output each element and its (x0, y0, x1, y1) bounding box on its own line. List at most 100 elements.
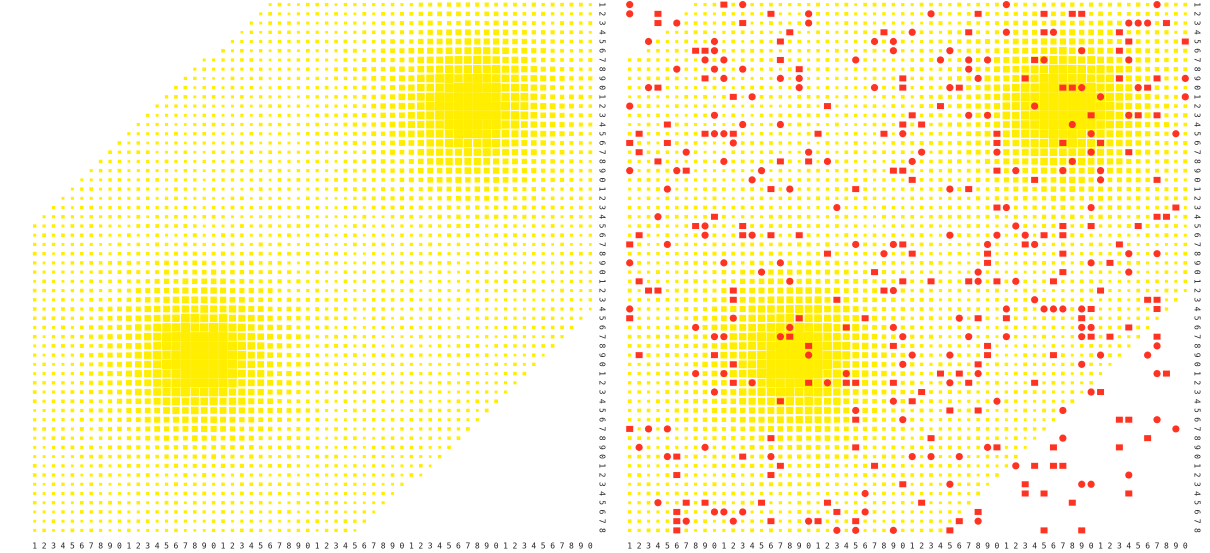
x-label: 7 (183, 542, 188, 551)
cell (174, 491, 178, 496)
cell (117, 242, 122, 247)
cell (315, 307, 320, 311)
cell (287, 251, 291, 256)
cell (464, 157, 472, 165)
cell (445, 157, 453, 166)
cell (325, 252, 329, 256)
cell (665, 492, 669, 495)
cell (550, 12, 555, 16)
cell (684, 252, 688, 256)
cell (825, 454, 830, 459)
cell (209, 378, 219, 388)
cell (712, 95, 716, 99)
cell (192, 445, 197, 450)
cell (117, 417, 122, 422)
cell (750, 122, 754, 127)
cell (362, 353, 366, 357)
cell (684, 417, 689, 422)
cell (722, 141, 726, 145)
cell (353, 67, 357, 72)
cell (929, 427, 933, 431)
cell (684, 49, 688, 53)
cell (872, 196, 877, 201)
cell (853, 297, 859, 303)
cell (778, 178, 783, 182)
cell (560, 48, 564, 53)
cell (437, 288, 442, 293)
cell (861, 370, 869, 377)
cell (155, 501, 159, 505)
cell (760, 215, 764, 219)
cell (221, 187, 225, 191)
cell (646, 408, 651, 413)
cell (371, 297, 376, 302)
cell (656, 344, 660, 348)
cell (550, 261, 555, 265)
cell (721, 315, 727, 322)
cell (231, 104, 234, 108)
cell (675, 298, 679, 302)
cell (665, 334, 670, 339)
cell (491, 65, 501, 74)
cell (52, 325, 56, 329)
cell (881, 408, 887, 413)
cell (559, 122, 565, 128)
cell (862, 417, 868, 423)
cell (656, 482, 660, 486)
cell (287, 67, 291, 71)
cell (324, 178, 329, 182)
cell (938, 436, 943, 440)
cell (684, 288, 689, 293)
cell (315, 205, 319, 210)
cell (305, 242, 310, 247)
cell (371, 417, 376, 422)
cell (520, 121, 528, 128)
cell (70, 187, 74, 191)
cell (249, 85, 253, 90)
cell (532, 251, 536, 256)
cell (891, 21, 896, 25)
cell (541, 353, 545, 357)
cell (588, 168, 593, 173)
cell (693, 510, 698, 514)
cell (444, 73, 454, 83)
cell (484, 242, 489, 247)
cell (749, 296, 756, 303)
cell (881, 297, 887, 302)
cell (116, 315, 122, 321)
cell (99, 519, 103, 523)
cell (353, 298, 357, 302)
cell (740, 159, 745, 164)
cell (466, 214, 470, 219)
cell (61, 473, 65, 477)
cell (33, 233, 37, 237)
cell (98, 501, 103, 505)
cell (240, 528, 244, 533)
cell (675, 427, 679, 431)
cell (560, 242, 564, 247)
cell (371, 454, 376, 459)
y-label: 5 (598, 39, 607, 44)
cell (447, 362, 451, 366)
y-label: 1 (598, 371, 607, 376)
cell (230, 242, 235, 247)
cell (174, 178, 178, 182)
cell (418, 205, 423, 210)
cell (362, 519, 366, 523)
cell (947, 131, 952, 136)
cell (444, 129, 454, 138)
y-label: 6 (598, 233, 607, 238)
cell (759, 233, 764, 237)
cell (135, 398, 142, 405)
cell (712, 187, 717, 192)
cell (842, 351, 851, 360)
cell (684, 21, 688, 25)
cell (665, 58, 669, 62)
cell (788, 178, 792, 182)
cell (381, 270, 385, 274)
cell (427, 29, 433, 35)
cell (199, 368, 209, 379)
cell (938, 408, 942, 412)
cell (287, 113, 291, 117)
cell (117, 464, 122, 468)
